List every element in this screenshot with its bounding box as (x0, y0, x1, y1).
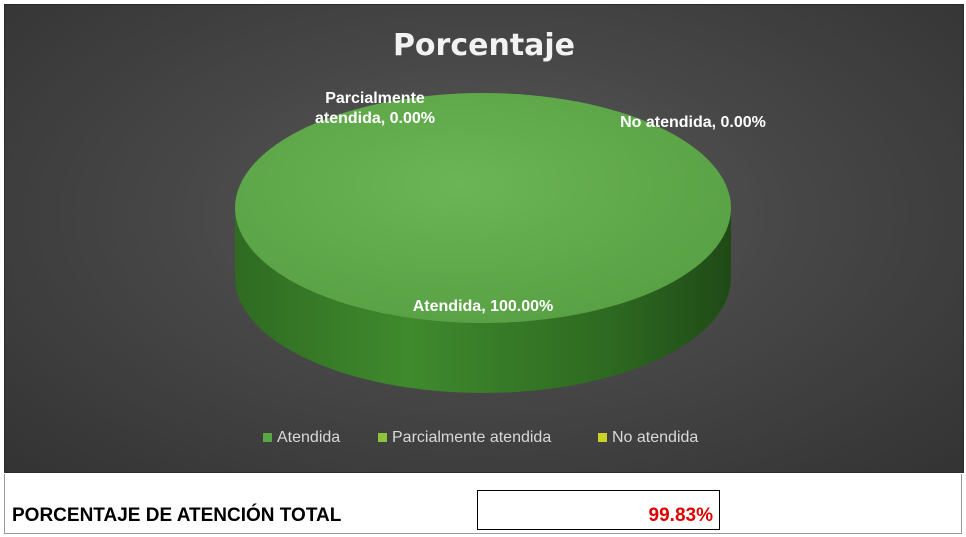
summary-label: PORCENTAJE DE ATENCIÓN TOTAL (12, 505, 342, 526)
legend-item-atendida: Atendida (263, 429, 340, 446)
summary-value-box: 99.83% (477, 490, 720, 530)
legend-swatch (263, 433, 272, 442)
chart-panel: Porcentaje Atendida, 100.00% Parcialmente… (4, 4, 964, 473)
pie-chart: Porcentaje Atendida, 100.00% Parcialmente… (235, 28, 766, 446)
pie-slice-atendida (235, 93, 731, 323)
pie-slice-side-atendida (235, 208, 731, 393)
chart-title: Porcentaje (393, 28, 575, 63)
legend-item-parcialmente-atendida: Parcialmente atendida (378, 429, 551, 446)
chart-legend: Atendida Parcialmente atendida No atendida (263, 429, 698, 446)
legend-swatch (378, 433, 387, 442)
data-label-no-atendida: No atendida, 0.00% (620, 114, 766, 131)
data-label-atendida: Atendida, 100.00% (413, 298, 554, 315)
legend-label: No atendida (612, 429, 698, 446)
legend-swatch (598, 433, 607, 442)
legend-label: Atendida (277, 429, 340, 446)
data-label-parcialmente-atendida: Parcialmente atendida, 0.00% (315, 90, 435, 127)
summary-value: 99.83% (648, 505, 713, 526)
legend-item-no-atendida: No atendida (598, 429, 698, 446)
legend-label: Parcialmente atendida (392, 429, 551, 446)
